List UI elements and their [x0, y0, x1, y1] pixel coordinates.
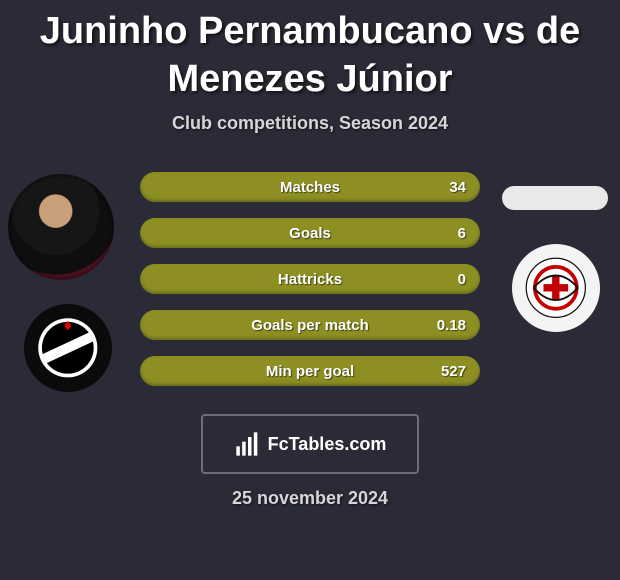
site-logo[interactable]: FcTables.com	[201, 414, 419, 474]
stat-bars: Matches 34 Goals 6 Hattricks 0 Goals per…	[140, 172, 480, 386]
stat-bar-goals: Goals 6	[140, 218, 480, 248]
page-title: Juninho Pernambucano vs de Menezes Júnio…	[0, 0, 620, 103]
stat-label: Min per goal	[266, 363, 354, 380]
comparison-panel: Matches 34 Goals 6 Hattricks 0 Goals per…	[0, 154, 620, 414]
date-label: 25 november 2024	[0, 488, 620, 509]
bar-chart-icon	[234, 430, 262, 458]
player-right-avatar	[502, 186, 608, 210]
club-right-crest	[512, 244, 600, 332]
subtitle: Club competitions, Season 2024	[0, 113, 620, 134]
corinthians-crest-icon	[525, 257, 587, 319]
logo-text: FcTables.com	[268, 434, 387, 455]
player-left-avatar	[8, 174, 114, 280]
stat-value: 6	[458, 225, 466, 242]
stat-bar-hattricks: Hattricks 0	[140, 264, 480, 294]
stat-label: Goals per match	[251, 317, 369, 334]
vasco-crest-icon	[37, 317, 99, 379]
stat-value: 0	[458, 271, 466, 288]
stat-bar-goals-per-match: Goals per match 0.18	[140, 310, 480, 340]
stat-bar-min-per-goal: Min per goal 527	[140, 356, 480, 386]
stat-value: 0.18	[437, 317, 466, 334]
stat-label: Goals	[289, 225, 331, 242]
stat-label: Hattricks	[278, 271, 342, 288]
stat-bar-matches: Matches 34	[140, 172, 480, 202]
stat-value: 34	[449, 179, 466, 196]
club-left-crest	[24, 304, 112, 392]
stat-value: 527	[441, 363, 466, 380]
stat-label: Matches	[280, 179, 340, 196]
